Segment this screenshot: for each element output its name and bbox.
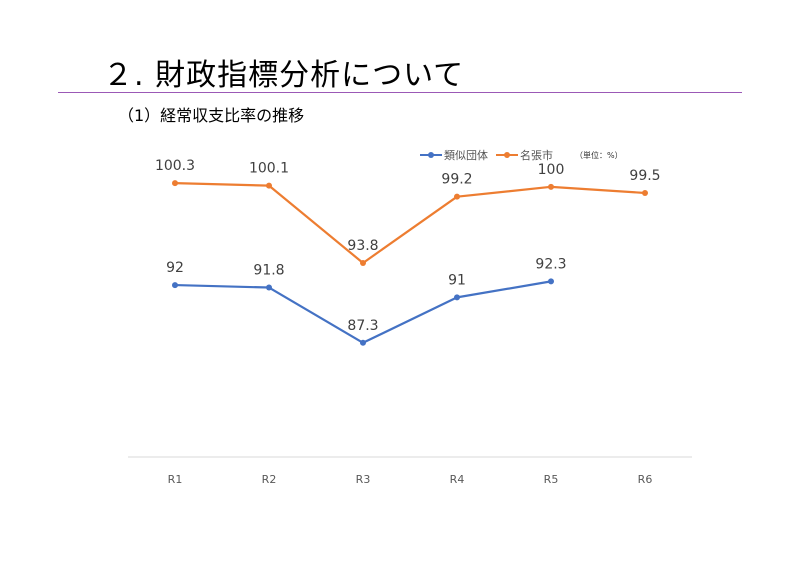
- data-label-series-2-r3: 93.8: [347, 238, 378, 254]
- data-label-series-2-r6: 99.5: [629, 168, 660, 184]
- data-label-series-1-r1: 92: [166, 260, 184, 276]
- data-point-series-2-r4: [454, 193, 460, 200]
- data-label-series-2-r1: 100.3: [155, 158, 195, 174]
- series-line-2: [174, 182, 646, 265]
- data-point-series-2-r5: [548, 183, 554, 190]
- page-title: ２. 財政指標分析について: [103, 58, 465, 93]
- legend-swatch-series-2: [496, 150, 518, 160]
- data-point-series-2-r1: [172, 180, 178, 187]
- data-point-series-1-r3: [360, 339, 366, 346]
- data-label-series-2-r2: 100.1: [249, 161, 289, 177]
- data-point-series-1-r1: [172, 282, 178, 289]
- x-tick-label-r5: R5: [544, 473, 559, 486]
- data-label-series-1-r2: 91.8: [253, 263, 284, 279]
- x-tick-label-r3: R3: [356, 473, 371, 486]
- data-point-series-2-r6: [642, 189, 648, 196]
- legend-label-series-2: 名張市: [520, 149, 553, 162]
- legend-swatch-series-1: [420, 150, 442, 160]
- data-point-series-1-r5: [548, 278, 554, 285]
- legend-label-series-1: 類似団体: [444, 149, 488, 162]
- title-divider: [58, 92, 742, 93]
- x-tick-label-r1: R1: [168, 473, 183, 486]
- legend-item-series-2: 名張市: [496, 147, 553, 163]
- unit-label: （単位：%）: [575, 150, 623, 160]
- data-point-series-1-r2: [266, 284, 272, 291]
- chart-legend: 類似団体 名張市 （単位：%）: [420, 147, 623, 163]
- data-label-series-2-r4: 99.2: [441, 172, 472, 188]
- x-tick-label-r4: R4: [450, 473, 465, 486]
- data-point-series-2-r2: [266, 182, 272, 189]
- legend-item-series-1: 類似団体: [420, 147, 488, 163]
- chart-subtitle: （1）経常収支比率の推移: [118, 106, 305, 125]
- data-point-series-1-r4: [454, 294, 460, 301]
- data-label-series-1-r3: 87.3: [347, 318, 378, 334]
- data-label-series-1-r4: 91: [448, 272, 466, 288]
- data-label-series-2-r5: 100: [538, 162, 565, 178]
- data-label-series-1-r5: 92.3: [535, 256, 566, 272]
- data-point-series-2-r3: [360, 259, 366, 266]
- x-tick-label-r2: R2: [262, 473, 277, 486]
- x-tick-label-r6: R6: [638, 473, 653, 486]
